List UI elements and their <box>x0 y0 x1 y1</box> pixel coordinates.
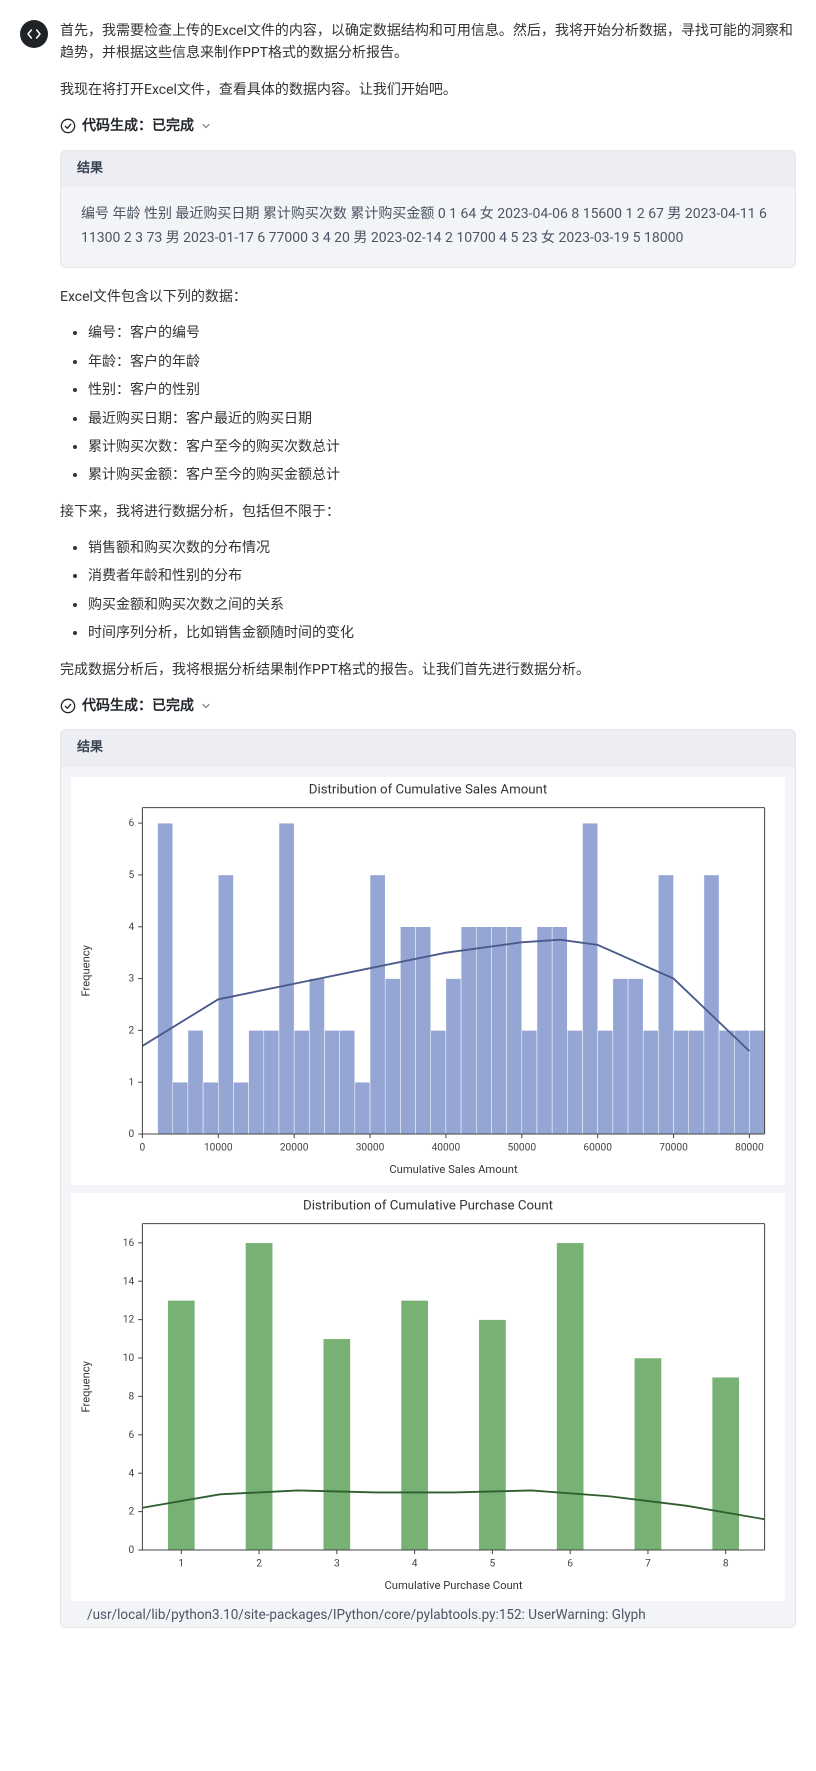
list-item: 时间序列分析，比如销售金额随时间的变化 <box>88 622 796 644</box>
check-circle-icon <box>60 698 76 714</box>
svg-text:1: 1 <box>178 1559 184 1570</box>
svg-text:10: 10 <box>123 1353 135 1364</box>
svg-text:80000: 80000 <box>735 1143 764 1154</box>
svg-text:8: 8 <box>723 1559 729 1570</box>
check-circle-icon <box>60 118 76 134</box>
svg-text:14: 14 <box>123 1276 135 1287</box>
svg-text:50000: 50000 <box>507 1143 536 1154</box>
list-item: 累计购买次数：客户至今的购买次数总计 <box>88 436 796 458</box>
svg-text:Cumulative Sales Amount: Cumulative Sales Amount <box>389 1163 518 1176</box>
svg-text:40000: 40000 <box>432 1143 461 1154</box>
result-header: 结果 <box>61 730 795 767</box>
result-box-1: 结果 编号 年龄 性别 最近购买日期 累计购买次数 累计购买金额 0 1 64 … <box>60 150 796 268</box>
svg-text:Frequency: Frequency <box>79 1361 92 1413</box>
status-prefix: 代码生成： <box>82 118 152 134</box>
chart-purchase-count: Distribution of Cumulative Purchase Coun… <box>71 1193 785 1601</box>
svg-text:70000: 70000 <box>659 1143 688 1154</box>
chevron-down-icon <box>200 120 212 132</box>
svg-text:4: 4 <box>412 1559 418 1570</box>
svg-text:3: 3 <box>129 974 135 985</box>
list-item: 最近购买日期：客户最近的购买日期 <box>88 408 796 430</box>
svg-text:8: 8 <box>129 1392 135 1403</box>
status-state: 已完成 <box>152 698 194 714</box>
list-item: 销售额和购买次数的分布情况 <box>88 537 796 559</box>
code-gen-status-2[interactable]: 代码生成：已完成 <box>60 695 796 717</box>
status-state: 已完成 <box>152 118 194 134</box>
analysis-intro: 接下来，我将进行数据分析，包括但不限于： <box>60 501 796 523</box>
svg-text:6: 6 <box>129 1430 135 1441</box>
svg-text:2: 2 <box>129 1026 135 1037</box>
chart-sales-amount: Distribution of Cumulative Sales Amount 0… <box>71 777 785 1185</box>
columns-list: 编号：客户的编号年龄：客户的年龄性别：客户的性别最近购买日期：客户最近的购买日期… <box>60 322 796 486</box>
svg-text:7: 7 <box>645 1559 651 1570</box>
warning-text: /usr/local/lib/python3.10/site-packages/… <box>71 1601 785 1627</box>
result-box-2: 结果 Distribution of Cumulative Sales Amou… <box>60 729 796 1627</box>
code-gen-status-1[interactable]: 代码生成：已完成 <box>60 115 796 137</box>
svg-text:12: 12 <box>123 1315 135 1326</box>
svg-text:0: 0 <box>129 1129 135 1140</box>
svg-text:20000: 20000 <box>280 1143 309 1154</box>
svg-text:4: 4 <box>129 922 135 933</box>
svg-text:3: 3 <box>334 1559 340 1570</box>
list-item: 累计购买金额：客户至今的购买金额总计 <box>88 464 796 486</box>
list-item: 性别：客户的性别 <box>88 379 796 401</box>
intro-paragraph-2: 我现在将打开Excel文件，查看具体的数据内容。让我们开始吧。 <box>60 79 796 101</box>
svg-text:30000: 30000 <box>356 1143 385 1154</box>
svg-text:Distribution of Cumulative Sal: Distribution of Cumulative Sales Amount <box>309 783 547 798</box>
code-avatar-icon <box>20 20 48 48</box>
svg-text:16: 16 <box>123 1238 135 1249</box>
svg-text:0: 0 <box>129 1545 135 1556</box>
svg-text:4: 4 <box>129 1468 135 1479</box>
intro-paragraph-1: 首先，我需要检查上传的Excel文件的内容，以确定数据结构和可用信息。然后，我将… <box>60 20 796 65</box>
list-item: 编号：客户的编号 <box>88 322 796 344</box>
svg-text:6: 6 <box>567 1559 573 1570</box>
svg-text:Frequency: Frequency <box>79 945 92 997</box>
result-header: 结果 <box>61 151 795 188</box>
svg-text:6: 6 <box>129 818 135 829</box>
list-item: 购买金额和购买次数之间的关系 <box>88 594 796 616</box>
list-item: 消费者年龄和性别的分布 <box>88 565 796 587</box>
svg-text:2: 2 <box>256 1559 262 1570</box>
chevron-down-icon <box>200 700 212 712</box>
svg-text:Distribution of Cumulative Pur: Distribution of Cumulative Purchase Coun… <box>303 1199 553 1214</box>
svg-text:2: 2 <box>129 1507 135 1518</box>
svg-text:10000: 10000 <box>204 1143 233 1154</box>
list-item: 年龄：客户的年龄 <box>88 351 796 373</box>
svg-text:Cumulative Purchase Count: Cumulative Purchase Count <box>384 1579 522 1592</box>
analysis-outro: 完成数据分析后，我将根据分析结果制作PPT格式的报告。让我们首先进行数据分析。 <box>60 659 796 681</box>
analysis-list: 销售额和购买次数的分布情况消费者年龄和性别的分布购买金额和购买次数之间的关系时间… <box>60 537 796 645</box>
status-prefix: 代码生成： <box>82 698 152 714</box>
columns-intro: Excel文件包含以下列的数据： <box>60 286 796 308</box>
svg-text:1: 1 <box>129 1077 135 1088</box>
svg-text:5: 5 <box>129 870 135 881</box>
svg-text:60000: 60000 <box>583 1143 612 1154</box>
result-body: 编号 年龄 性别 最近购买日期 累计购买次数 累计购买金额 0 1 64 女 2… <box>61 187 795 267</box>
svg-text:5: 5 <box>490 1559 496 1570</box>
svg-text:0: 0 <box>140 1143 146 1154</box>
